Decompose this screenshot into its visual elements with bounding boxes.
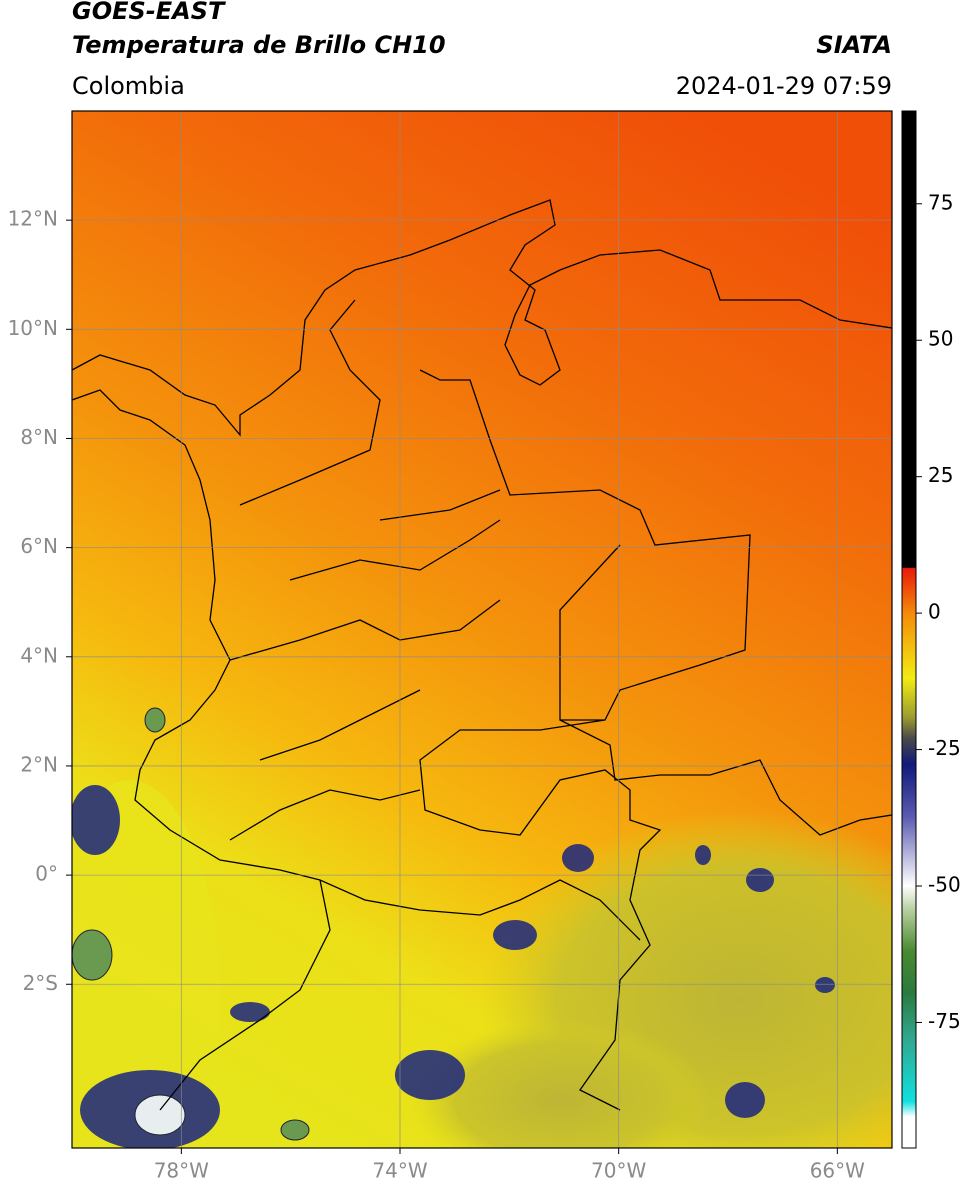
- border: [229, 299, 501, 841]
- colorbar-tick-label: 75: [928, 190, 953, 214]
- lat-tick-label: 8°N: [20, 425, 58, 449]
- datetime: 2024-01-29 07:59: [676, 72, 892, 100]
- lon-tick-label: 74°W: [372, 1159, 427, 1183]
- colorbar: [901, 110, 917, 1149]
- lon-tick-label: 70°W: [591, 1159, 646, 1183]
- lat-tick-label: 10°N: [8, 316, 58, 340]
- lat-tick-label: 2°N: [20, 752, 58, 776]
- lon-tick-label: 66°W: [810, 1159, 865, 1183]
- colorbar-tick-label: -75: [928, 1009, 961, 1033]
- title: Temperatura de Brillo CH10: [72, 31, 446, 59]
- map-image: [72, 111, 892, 1148]
- colorbar-tick-label: 0: [928, 600, 941, 624]
- lat-tick-label: 4°N: [20, 643, 58, 667]
- map-frame: [71, 110, 893, 1149]
- coastline: [72, 389, 641, 941]
- lon-tick-label: 78°W: [154, 1159, 209, 1183]
- lat-tick-label: 6°N: [20, 534, 58, 558]
- title: GOES-EAST: [72, 0, 226, 25]
- colorbar-tick-label: 25: [928, 463, 953, 487]
- lat-tick-label: 2°S: [23, 971, 58, 995]
- region: Colombia: [72, 72, 185, 100]
- lat-tick-label: 0°: [35, 862, 58, 886]
- colorbar-tick-label: 50: [928, 327, 953, 351]
- colorbar-tick-label: -25: [928, 736, 961, 760]
- coastline: [72, 199, 892, 437]
- border: [159, 369, 892, 1111]
- agency: SIATA: [816, 31, 892, 59]
- lat-tick-label: 12°N: [8, 207, 58, 231]
- colorbar-tick-label: -50: [928, 873, 961, 897]
